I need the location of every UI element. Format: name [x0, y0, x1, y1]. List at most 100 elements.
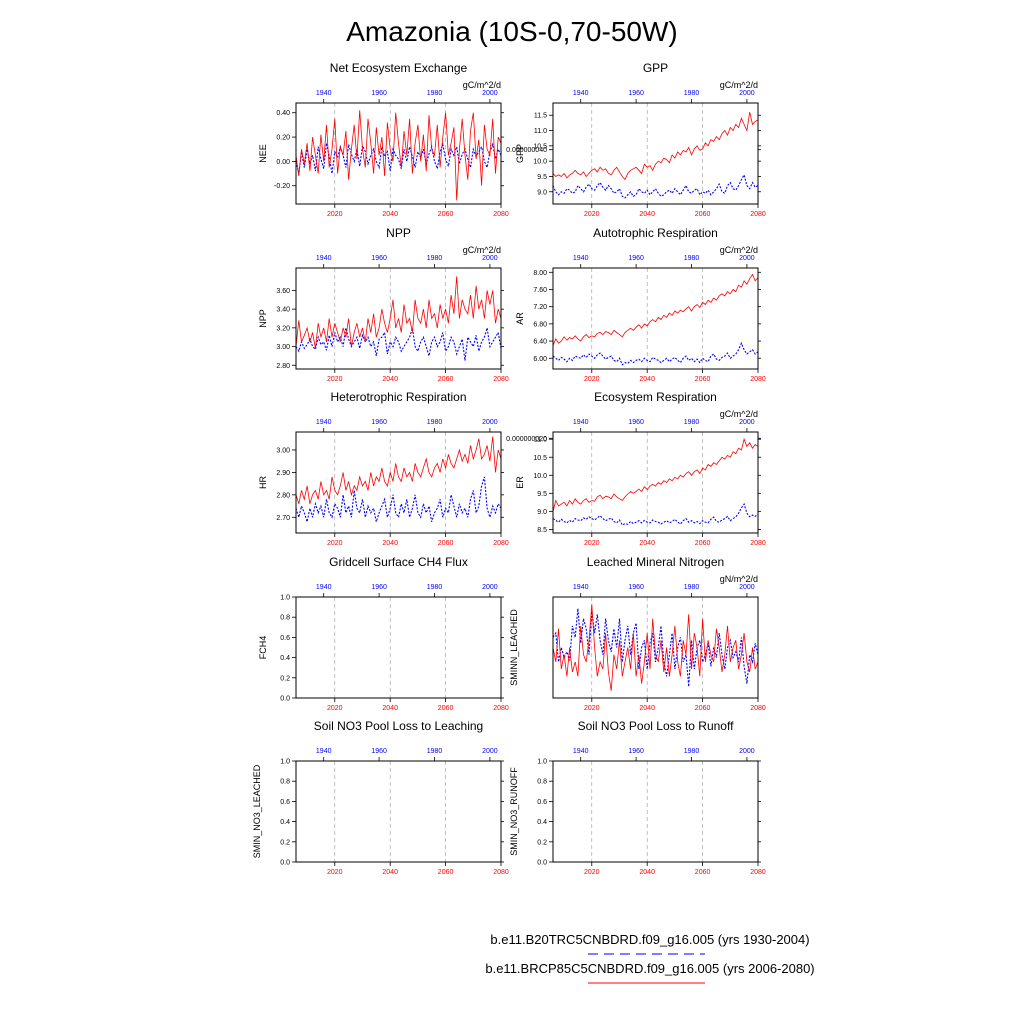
- x-tick-label-bottom: 2040: [382, 211, 398, 218]
- series-line-future: [295, 276, 502, 349]
- x-tick-label-bottom: 2060: [438, 211, 454, 218]
- y-tick-label: 0.8: [280, 615, 290, 622]
- y-tick-label: 0.4: [280, 655, 290, 662]
- y-tick-label: 2.80: [276, 492, 290, 499]
- x-tick-label-bottom: 2080: [750, 705, 766, 712]
- y-tick-label: 0.4: [537, 819, 547, 826]
- panel-title: Autotrophic Respiration: [593, 226, 718, 240]
- series-line-future: [552, 273, 759, 346]
- x-tick-label-top: 1940: [316, 255, 332, 262]
- figure-title: Amazonia (10S-0,70-50W): [346, 16, 677, 47]
- y-tick-label: 11.0: [534, 437, 547, 444]
- x-tick-label-bottom: 2060: [438, 869, 454, 876]
- y-tick-label: 11.0: [534, 128, 547, 135]
- plot-frame: [552, 596, 759, 699]
- x-tick-label-top: 1980: [427, 90, 443, 97]
- x-tick-label-bottom: 2040: [639, 705, 655, 712]
- y-tick-label: 0.40: [276, 110, 290, 117]
- x-tick-label-top: 1980: [427, 255, 443, 262]
- y-axis-label: HR: [258, 476, 268, 489]
- x-tick-label-bottom: 2060: [695, 869, 711, 876]
- x-tick-label-bottom: 2020: [584, 705, 600, 712]
- panel-1: Net Ecosystem Exchange gC/m^2/d 0.40 0.20 0.…: [258, 61, 509, 218]
- y-tick-label: 9.0: [537, 509, 547, 516]
- series-line-historical: [295, 476, 502, 524]
- panel-title: Heterotrophic Respiration: [330, 390, 466, 404]
- y-tick-label: 3.40: [276, 307, 290, 314]
- y-tick-label: 6.40: [533, 339, 547, 346]
- series-line-historical: [552, 173, 759, 199]
- x-tick-label-bottom: 2060: [695, 211, 711, 218]
- panel-5: Heterotrophic Respiration 3.00 2.90 2.80 2.7…: [258, 390, 509, 547]
- y-tick-label: 8.5: [537, 527, 547, 534]
- panels-grid: Net Ecosystem Exchange gC/m^2/d 0.40 0.20 0.…: [252, 61, 766, 876]
- x-tick-label-bottom: 2020: [584, 869, 600, 876]
- y-axis-label: GPP: [515, 144, 525, 163]
- y-axis-label: SMINN_LEACHED: [509, 609, 519, 686]
- x-tick-label-bottom: 2040: [639, 869, 655, 876]
- y-tick-label: 10.0: [533, 473, 547, 480]
- x-tick-label-top: 2000: [482, 255, 498, 262]
- plot-frame: [295, 596, 502, 699]
- x-tick-label-top: 1980: [427, 419, 443, 426]
- x-tick-label-top: 1980: [427, 584, 443, 591]
- panel-3: NPP gC/m^2/d 3.60 3.40 3.20 3.00 2.80 NPP 2020 20…: [258, 226, 509, 383]
- y-tick-label: 0.4: [280, 819, 290, 826]
- y-tick-label: 10.0: [533, 159, 547, 166]
- y-tick-label: 0.8: [537, 779, 547, 786]
- series-line-historical: [552, 608, 759, 687]
- plot-frame: [295, 431, 502, 534]
- y-tick-label: 6.00: [533, 356, 547, 363]
- x-tick-label-top: 1940: [316, 419, 332, 426]
- x-tick-label-bottom: 2060: [438, 705, 454, 712]
- panel-units: gC/m^2/d: [463, 245, 501, 255]
- x-tick-label-top: 1960: [371, 90, 387, 97]
- x-tick-label-bottom: 2040: [382, 540, 398, 547]
- y-tick-label: -0.20: [274, 183, 290, 190]
- y-tick-label: 7.20: [533, 304, 547, 311]
- panel-title: Soil NO3 Pool Loss to Runoff: [578, 719, 735, 733]
- series-line-future: [295, 110, 502, 201]
- x-tick-label-top: 1940: [573, 419, 589, 426]
- panel-9: Soil NO3 Pool Loss to Leaching 1.0 0.8 0.6 0…: [252, 719, 509, 876]
- x-tick-label-top: 1940: [573, 748, 589, 755]
- x-tick-label-bottom: 2080: [750, 540, 766, 547]
- x-tick-label-top: 2000: [739, 419, 755, 426]
- x-tick-label-bottom: 2020: [327, 540, 343, 547]
- x-tick-label-bottom: 2020: [327, 869, 343, 876]
- x-tick-label-bottom: 2080: [493, 540, 509, 547]
- x-tick-label-top: 1960: [628, 90, 644, 97]
- y-tick-label: 0.0: [280, 696, 290, 703]
- y-tick-label: 0.20: [276, 135, 290, 142]
- panel-2: GPP gC/m^2/d 11.5 11.0 10.5 10.0 9.5 9.0 GPP 2020…: [515, 61, 766, 218]
- x-tick-label-bottom: 2060: [695, 705, 711, 712]
- y-tick-label: 0.6: [280, 635, 290, 642]
- y-tick-label: 10.5: [533, 143, 547, 150]
- y-tick-label: 1.0: [280, 759, 290, 766]
- x-tick-label-bottom: 2060: [695, 540, 711, 547]
- y-tick-label: 3.00: [276, 447, 290, 454]
- x-tick-label-bottom: 2040: [382, 376, 398, 383]
- y-tick-label: 2.70: [276, 515, 290, 522]
- x-tick-label-bottom: 2080: [750, 869, 766, 876]
- series-line-historical: [552, 341, 759, 366]
- panel-7: Gridcell Surface CH4 Flux 1.0 0.8 0.6 0.4 0.2…: [258, 555, 509, 712]
- x-tick-label-top: 1960: [628, 748, 644, 755]
- x-tick-label-bottom: 2020: [584, 211, 600, 218]
- legend-label-future: b.e11.BRCP85C5CNBDRD.f09_g16.005 (yrs 20…: [485, 961, 814, 976]
- x-tick-label-top: 2000: [739, 748, 755, 755]
- x-tick-label-bottom: 2080: [493, 376, 509, 383]
- x-tick-label-bottom: 2020: [584, 540, 600, 547]
- series-line-future: [295, 436, 502, 504]
- x-tick-label-top: 1940: [573, 584, 589, 591]
- y-tick-label: 0.2: [280, 839, 290, 846]
- panel-title: Net Ecosystem Exchange: [330, 61, 468, 75]
- x-tick-label-top: 2000: [739, 255, 755, 262]
- panel-8: Leached Mineral Nitrogen gN/m^2/d 0.000000…: [506, 147, 766, 712]
- x-tick-label-bottom: 2080: [750, 376, 766, 383]
- x-tick-label-top: 2000: [739, 90, 755, 97]
- y-axis-label: FCH4: [258, 636, 268, 660]
- x-tick-label-top: 1980: [427, 748, 443, 755]
- x-tick-label-bottom: 2020: [327, 211, 343, 218]
